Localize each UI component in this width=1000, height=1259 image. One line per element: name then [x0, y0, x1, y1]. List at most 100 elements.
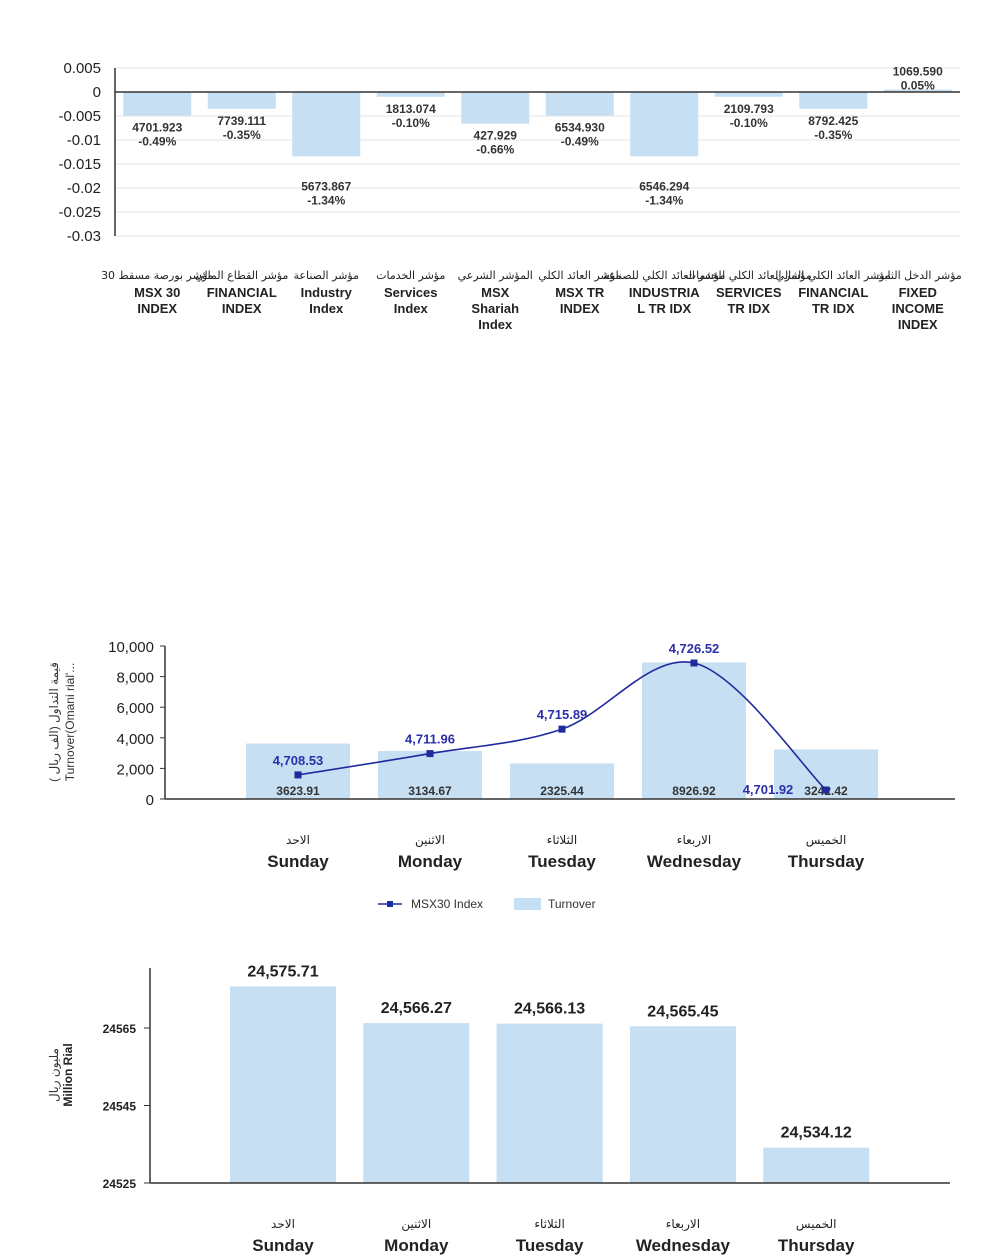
data-label-percent: -0.35% — [223, 128, 261, 142]
category-label-en: TR IDX — [812, 301, 855, 316]
market-cap-label: 24,565.45 — [647, 1003, 718, 1020]
bar — [461, 92, 530, 124]
bar — [545, 92, 614, 116]
day-label-ar: الاربعاء — [677, 833, 711, 848]
data-label-percent: 0.05% — [901, 79, 935, 93]
day-label-ar: الاربعاء — [666, 1217, 700, 1232]
bar — [630, 92, 699, 157]
data-label-percent: -0.66% — [476, 143, 514, 157]
msx30-label: 4,711.96 — [405, 732, 455, 747]
category-label-en: Industry — [301, 285, 353, 300]
y-tick-label: 6,000 — [116, 700, 154, 717]
data-label-value: 427.929 — [474, 129, 518, 143]
data-label-percent: -1.34% — [307, 193, 345, 207]
category-label-en: TR IDX — [727, 301, 770, 316]
category-label-ar: مؤشر العائد الكلي — [538, 269, 621, 282]
market-cap-bar — [363, 1023, 470, 1183]
day-label-ar: الاثنين — [415, 833, 445, 848]
market-cap-label: 24,534.12 — [781, 1125, 852, 1142]
category-label-en: INCOME — [892, 301, 944, 316]
category-label-ar: مؤشر القطاع المالي — [195, 269, 289, 282]
market-cap-bar — [230, 986, 336, 1183]
data-label-value: 1069.590 — [893, 65, 943, 79]
market-cap-label: 24,566.27 — [381, 1000, 452, 1017]
bar — [799, 92, 868, 109]
bar — [883, 89, 952, 92]
market-cap-label: 24,575.71 — [247, 963, 318, 980]
category-label-ar: مؤشر العائد الكلي المالي — [776, 269, 891, 282]
y-tick-label: 0 — [93, 84, 101, 101]
day-label-en: Monday — [398, 852, 463, 871]
category-label-ar: مؤشر بورصة مسقط 30 — [101, 269, 213, 282]
market-cap-label: 24,566.13 — [514, 1001, 585, 1018]
y-tick-label: -0.015 — [58, 156, 101, 173]
y-axis-title: قيمة التداول (الف ريال ) Turnover(Omani r… — [47, 662, 77, 782]
data-label-value: 4701.923 — [132, 121, 182, 135]
y-axis-title-ar: قيمة التداول (الف ريال ) — [47, 662, 61, 782]
msx30-point — [690, 659, 698, 667]
turnover-label: 3623.91 — [276, 784, 320, 798]
category-label-ar: مؤشر الدخل الثابت — [874, 269, 962, 282]
bar — [292, 92, 361, 157]
category-label-ar: مؤشر العائد الكلي للخدمات — [686, 269, 812, 282]
y-tick-label: 10,000 — [108, 639, 154, 656]
y-tick-label: 2,000 — [116, 761, 154, 778]
data-label-value: 1813.074 — [386, 102, 436, 116]
day-label-ar: الثلاثاء — [547, 833, 577, 847]
turnover-label: 2325.44 — [540, 784, 584, 798]
day-label-ar: الاحد — [286, 833, 310, 847]
day-label-ar: الثلاثاء — [534, 1217, 564, 1231]
legend-bar-swatch — [514, 898, 541, 910]
day-label-en: Sunday — [252, 1236, 314, 1255]
y-tick-label: -0.02 — [67, 180, 101, 197]
category-label-en: INDEX — [560, 301, 600, 316]
msx30-line — [297, 661, 827, 791]
data-label-value: 7739.111 — [217, 114, 266, 128]
index-change-chart: 0.005 0 -0.005 -0.01 -0.015 -0.02 -0.025 -0.03 4… — [58, 60, 961, 332]
y-tick-label: 24565 — [103, 1022, 137, 1036]
y-tick-label: 24545 — [103, 1100, 137, 1114]
msx30-label: 4,726.52 — [669, 641, 720, 656]
y-axis-title-en: Turnover(Omani rial'... — [63, 663, 77, 782]
day-label-en: Monday — [384, 1236, 449, 1255]
category-label-ar: المؤشر الشرعي — [458, 269, 533, 282]
y-axis-title-en: Million Rial — [61, 1043, 75, 1106]
category-label-en: MSX TR — [555, 285, 605, 300]
category-label-en: Index — [394, 301, 429, 316]
day-label-en: Tuesday — [516, 1236, 584, 1255]
category-label-en: MSX 30 — [134, 285, 180, 300]
bar — [714, 92, 783, 97]
category-label-en: INDUSTRIA — [629, 285, 700, 300]
category-label-en: INDEX — [898, 317, 938, 332]
data-label-value: 2109.793 — [724, 102, 774, 116]
data-label-percent: -1.34% — [645, 193, 683, 207]
legend-label: Turnover — [548, 897, 596, 911]
market-cap-bar — [629, 1026, 736, 1183]
msx30-point — [294, 771, 302, 779]
bar — [123, 92, 192, 116]
category-label-en: INDEX — [137, 301, 177, 316]
y-tick-label: -0.03 — [67, 228, 101, 245]
bar — [207, 92, 276, 109]
turnover-bar — [510, 763, 614, 799]
msx30-label: 4,708.53 — [273, 753, 324, 768]
y-tick-label: -0.005 — [58, 108, 101, 125]
market-cap-bar — [496, 1023, 603, 1183]
msx30-point — [558, 725, 566, 733]
day-label-ar: الخميس — [796, 1217, 837, 1232]
data-label-value: 6534.930 — [555, 121, 605, 135]
turnover-chart: 10,000 8,000 6,000 4,000 2,000 0 3623.91 3134.6… — [47, 639, 955, 911]
y-axis-title-ar: مليون ريال — [47, 1048, 61, 1102]
day-label-en: Wednesday — [636, 1236, 731, 1255]
msx30-label: 4,701.92 — [743, 782, 794, 797]
y-tick-label: -0.01 — [67, 132, 101, 149]
msx30-point — [426, 750, 434, 758]
turnover-label: 8926.92 — [672, 784, 716, 798]
day-label-en: Thursday — [778, 1236, 855, 1255]
category-label-en: FINANCIAL — [798, 285, 868, 300]
day-label-en: Thursday — [788, 852, 865, 871]
category-label-en: FIXED — [899, 285, 937, 300]
y-tick-label: 0 — [146, 792, 154, 809]
day-label-ar: الخميس — [806, 833, 847, 848]
